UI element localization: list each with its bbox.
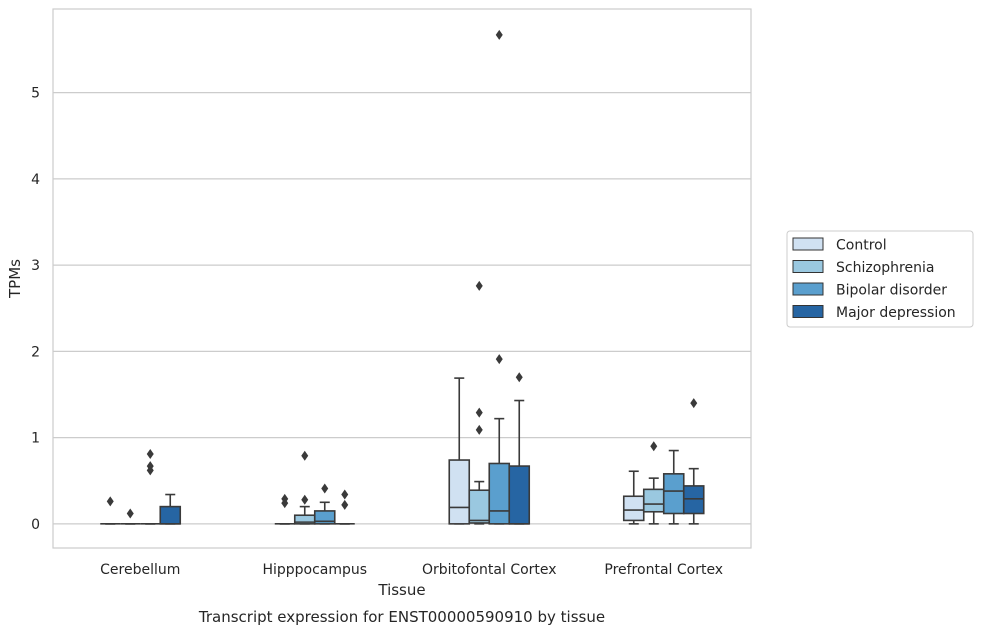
- legend-label: Control: [836, 238, 887, 254]
- outlier-marker: [475, 407, 483, 418]
- legend-label: Schizophrenia: [836, 260, 934, 276]
- legend-swatch: [792, 305, 824, 318]
- outlier-marker: [301, 494, 309, 505]
- legend-swatch: [792, 260, 824, 273]
- iqr-box: [508, 465, 531, 525]
- outlier-marker: [495, 29, 503, 40]
- iqr-box: [488, 462, 511, 525]
- box-group: [642, 441, 665, 525]
- box-group: [488, 29, 511, 525]
- outlier-marker: [281, 493, 289, 504]
- outlier-marker: [495, 354, 503, 365]
- box-group: [274, 493, 295, 525]
- box-group: [468, 280, 491, 525]
- x-tick-label: Hipppocampus: [262, 562, 367, 578]
- x-tick-label: Cerebellum: [100, 562, 180, 578]
- box-group: [313, 483, 336, 525]
- legend: Control Schizophrenia Bipolar disorder Majo…: [786, 230, 974, 328]
- iqr-box: [662, 473, 685, 515]
- outlier-marker: [475, 280, 483, 291]
- box-group: [448, 377, 471, 525]
- outlier-marker: [341, 489, 349, 500]
- x-axis-title: Tissue: [377, 581, 425, 599]
- outlier-marker: [650, 441, 658, 452]
- y-tick-label: 2: [31, 344, 40, 360]
- legend-label: Bipolar disorder: [836, 283, 947, 299]
- iqr-box: [448, 459, 471, 525]
- box-group: [140, 448, 161, 525]
- figure-caption: Transcript expression for ENST0000059091…: [198, 608, 605, 626]
- x-tick-label: Orbitofontal Cortex: [422, 562, 557, 578]
- iqr-box: [642, 488, 665, 513]
- y-tick-labels: 0 1 2 3 4 5: [31, 86, 40, 533]
- x-tick-labels: Cerebellum Hipppocampus Orbitofontal Corte…: [100, 562, 723, 578]
- y-tick-label: 0: [31, 517, 40, 533]
- outlier-marker: [126, 508, 134, 519]
- y-axis-title: TPMs: [6, 259, 24, 299]
- legend-swatch: [792, 237, 824, 251]
- legend-label: Major depression: [836, 305, 956, 321]
- iqr-box: [682, 485, 705, 515]
- box-group: [100, 496, 121, 525]
- box-group: [682, 398, 705, 525]
- y-tick-label: 3: [31, 258, 40, 274]
- iqr-box: [468, 489, 491, 524]
- outlier-marker: [146, 448, 154, 459]
- box-group: [508, 372, 531, 525]
- box-group: [293, 450, 316, 525]
- outlier-marker: [690, 398, 698, 409]
- outlier-marker: [301, 450, 309, 461]
- box-group: [159, 493, 182, 525]
- outlier-marker: [106, 496, 114, 507]
- x-tick-label: Prefrontal Cortex: [604, 562, 723, 578]
- iqr-box: [622, 495, 645, 522]
- outlier-marker: [341, 499, 349, 510]
- box-group: [662, 449, 685, 525]
- box-group: [334, 489, 355, 525]
- legend-swatch: [792, 282, 824, 296]
- y-tick-label: 4: [31, 172, 40, 188]
- boxes-layer: [100, 29, 705, 525]
- iqr-box: [159, 505, 182, 525]
- y-tick-label: 5: [31, 86, 40, 102]
- gridlines: [53, 92, 751, 525]
- legend-frame: [786, 230, 974, 328]
- box-group: [120, 508, 141, 525]
- outlier-marker: [146, 461, 154, 472]
- outlier-marker: [475, 424, 483, 435]
- outlier-marker: [515, 372, 523, 383]
- y-tick-label: 1: [31, 431, 40, 447]
- outlier-marker: [321, 483, 329, 494]
- plot-frame: [52, 8, 752, 549]
- box-group: [622, 470, 645, 525]
